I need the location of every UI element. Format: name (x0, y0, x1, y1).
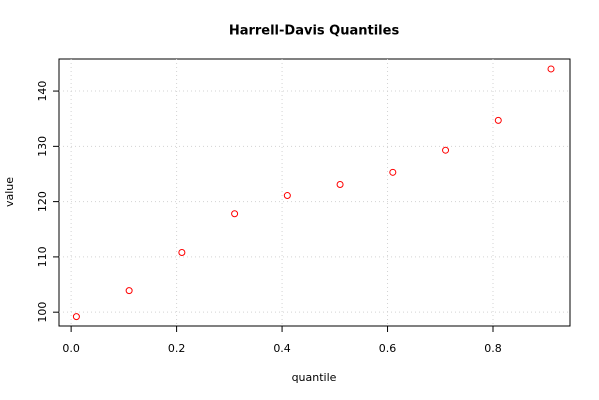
point (494, 116, 502, 124)
point (283, 192, 291, 200)
point (125, 287, 133, 295)
point (231, 210, 239, 218)
point (72, 313, 80, 321)
y-tick-label: 100 (36, 302, 49, 323)
y-axis-label: value (3, 177, 16, 207)
point (442, 146, 450, 154)
point (389, 168, 397, 176)
point (336, 180, 344, 188)
x-tick-label: 0.4 (273, 342, 291, 355)
x-tick-label: 0.0 (62, 342, 80, 355)
plot-frame (58, 58, 571, 327)
y-tick-label: 140 (36, 81, 49, 102)
point (178, 248, 186, 256)
x-axis-label: quantile (292, 371, 337, 384)
y-tick-label: 110 (36, 246, 49, 267)
point (547, 65, 555, 73)
x-tick-label: 0.6 (379, 342, 397, 355)
x-tick-label: 0.8 (484, 342, 502, 355)
chart-title: Harrell-Davis Quantiles (229, 24, 400, 39)
y-tick-label: 120 (36, 191, 49, 212)
x-tick-label: 0.2 (168, 342, 186, 355)
y-tick-label: 130 (36, 136, 49, 157)
